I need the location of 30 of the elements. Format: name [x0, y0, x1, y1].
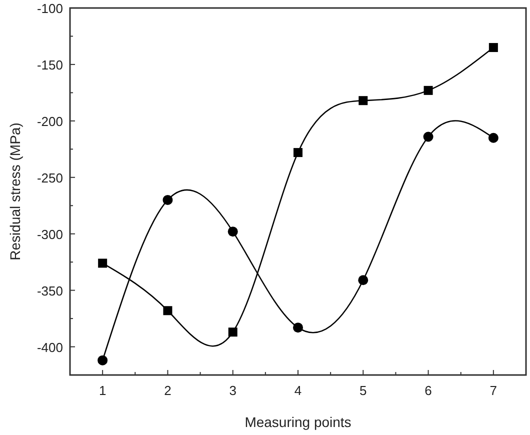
x-tick-label: 3	[229, 383, 236, 398]
y-tick-label: -200	[36, 114, 63, 129]
y-tick-label: -400	[36, 340, 63, 355]
point	[162, 194, 173, 205]
point	[98, 355, 108, 366]
point	[423, 132, 434, 142]
point	[358, 275, 368, 286]
x-tick-label: 5	[360, 383, 367, 398]
point	[488, 132, 498, 143]
y-axis-title: Residual stress (MPa)	[7, 122, 23, 260]
x-tick-label: 7	[490, 383, 498, 398]
point	[228, 328, 238, 337]
x-tick-label: 2	[164, 383, 172, 398]
y-tick-label: -250	[36, 170, 63, 186]
y-tick-label: -100	[36, 1, 63, 16]
x-tick-label: 4	[294, 383, 302, 398]
y-tick-label: -300	[36, 226, 63, 242]
point	[294, 148, 302, 158]
y-tick-label: -150	[36, 57, 63, 72]
x-axis-title: Measuring points	[244, 414, 352, 430]
x-tick-label: 1	[98, 383, 106, 398]
point	[98, 258, 108, 268]
point	[358, 96, 368, 106]
point	[488, 43, 498, 52]
y-tick-label: -350	[36, 283, 63, 298]
x-tick-label: 6	[424, 383, 432, 398]
point	[424, 86, 433, 95]
point	[163, 306, 172, 316]
point	[228, 226, 238, 237]
point	[293, 322, 303, 333]
